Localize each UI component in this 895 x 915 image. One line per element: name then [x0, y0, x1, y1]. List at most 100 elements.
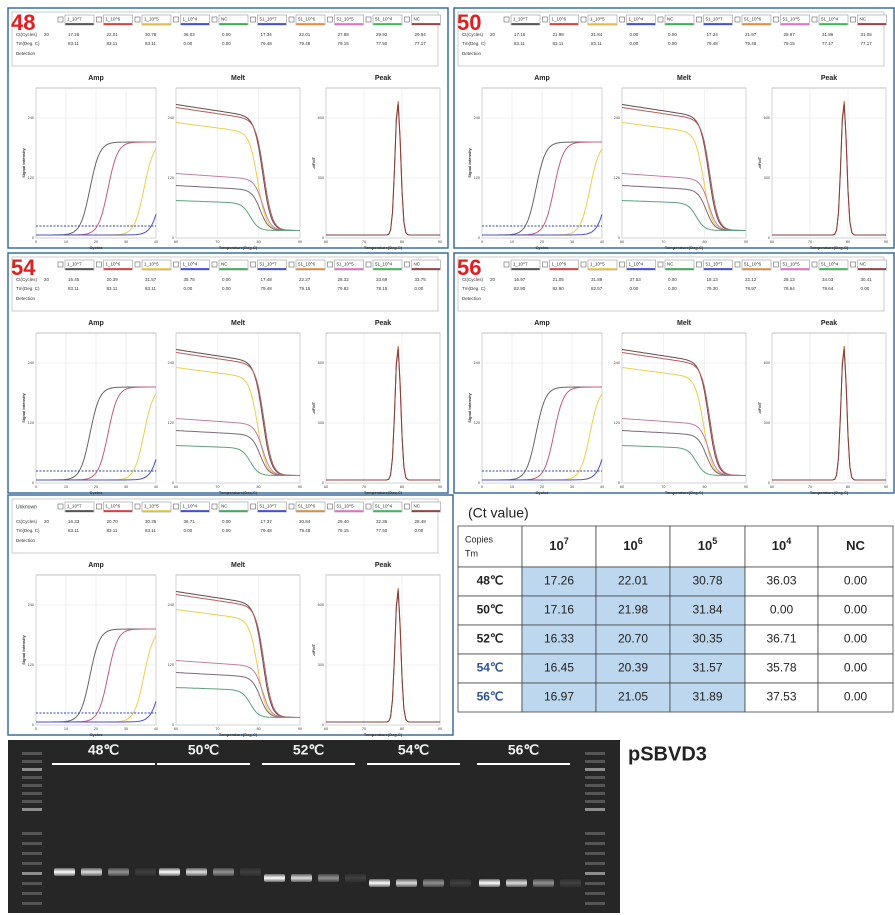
- tm-value: 82.90: [514, 286, 526, 291]
- curve: [772, 104, 886, 236]
- column-exp: 6: [638, 536, 643, 546]
- plot-title: Peak: [821, 75, 837, 82]
- x-tick-label: 70: [362, 240, 366, 244]
- plot-area: [325, 332, 441, 484]
- channel-box: [64, 501, 95, 513]
- table-cell: [457, 624, 523, 655]
- table-cell: [817, 624, 894, 655]
- x-tick-label: 20: [540, 485, 544, 489]
- channel-name: 1_10^4: [183, 17, 198, 22]
- ct-value: 22.27: [299, 277, 311, 282]
- curve: [36, 701, 157, 723]
- tm-value: 0.00: [415, 286, 424, 291]
- plot-title: Amp: [88, 562, 104, 569]
- tm-value: 0.00: [668, 286, 677, 291]
- ladder-band: [22, 800, 42, 803]
- x-tick-label: 40: [154, 240, 158, 244]
- table-cell: [669, 624, 746, 655]
- threshold: 20: [44, 519, 50, 524]
- checkbox: [288, 261, 295, 268]
- curve: [36, 459, 157, 481]
- plot-area: [325, 87, 441, 239]
- channel-box: [411, 501, 441, 513]
- curve: [772, 349, 886, 481]
- ct-value: 29.40: [338, 519, 350, 524]
- y-tick-label: 300: [764, 176, 770, 180]
- y-tick-label: 600: [764, 116, 770, 120]
- checkbox: [503, 261, 510, 268]
- checkbox: [850, 261, 856, 268]
- ct-value: 0.00: [222, 32, 231, 37]
- channel-box: [664, 14, 695, 26]
- table-cell: [457, 595, 523, 626]
- checkbox: [96, 503, 102, 510]
- ladder-band: [585, 842, 605, 845]
- temp-cell: 56℃: [477, 690, 504, 704]
- y-tick-label: 600: [318, 116, 324, 120]
- threshold: 20: [490, 277, 496, 282]
- channel-name: 51_10^7: [706, 262, 724, 267]
- checkbox: [734, 261, 741, 268]
- lane-label: 56℃: [508, 742, 540, 758]
- band: [345, 874, 366, 882]
- band: [479, 879, 500, 887]
- x-tick-label: 80: [846, 485, 850, 489]
- ct-value: 33.69: [376, 277, 388, 282]
- tm-value: 77.17: [861, 41, 873, 46]
- y-tick-label: 300: [764, 421, 770, 425]
- channel-name: 1_10^6: [552, 17, 567, 22]
- ladder-band: [22, 776, 42, 779]
- channel-name: 1_10^4: [629, 262, 644, 267]
- channel-box: [664, 259, 695, 271]
- tm-value: 82.57: [591, 286, 603, 291]
- ladder-band: [22, 842, 42, 845]
- y-tick-label: 120: [28, 663, 34, 667]
- panel-label: 50: [457, 10, 481, 35]
- channel-name: 1_10^7: [67, 17, 82, 22]
- curve: [621, 349, 746, 476]
- x-axis-label: Temperature(Deg.C): [665, 490, 704, 495]
- ladder-band: [585, 832, 605, 835]
- y-tick-label: 240: [168, 116, 174, 120]
- channel-box: [64, 259, 95, 271]
- tm-value: 0.00: [630, 41, 639, 46]
- y-tick-label: 0: [478, 481, 480, 485]
- x-tick-label: 60: [324, 240, 328, 244]
- table-caption: (Ct value): [468, 505, 529, 521]
- channel-box: [295, 14, 326, 26]
- checkbox: [657, 261, 664, 268]
- ladder-band: [585, 808, 605, 811]
- y-tick-label: 0: [322, 236, 324, 240]
- channel-name: 1_10^5: [144, 262, 159, 267]
- ct-value: 21.05: [553, 277, 565, 282]
- checkbox: [173, 16, 179, 23]
- checkbox: [404, 16, 410, 23]
- x-tick-label: 90: [438, 240, 442, 244]
- x-tick-label: 20: [94, 240, 98, 244]
- y-tick-label: 240: [28, 361, 34, 365]
- plot-area: [771, 87, 887, 239]
- curve: [175, 349, 300, 476]
- channel-box: [334, 501, 364, 513]
- panel-label: 56: [457, 255, 481, 280]
- channel-name: 51_10^6: [298, 262, 316, 267]
- y-tick-label: 120: [614, 421, 620, 425]
- channel-box: [180, 259, 210, 271]
- column-exp: 5: [712, 536, 717, 546]
- x-tick-label: 30: [124, 727, 128, 731]
- y-tick-label: 240: [28, 116, 34, 120]
- x-tick-label: 10: [64, 727, 68, 731]
- table-cell: [595, 653, 671, 684]
- column-header: 106: [623, 536, 642, 553]
- channel-name: 51_10^7: [706, 17, 724, 22]
- x-tick-label: 30: [124, 485, 128, 489]
- plot-area: [771, 332, 887, 484]
- tm-label: Tm(Deg. C): [16, 528, 40, 533]
- ct-cell: 21.05: [618, 690, 648, 704]
- tm-label: Tm(Deg. C): [16, 41, 40, 46]
- table-cell: [595, 566, 671, 597]
- tm-label: Tm(Deg. C): [16, 286, 40, 291]
- x-axis-label: Temperature(Deg.C): [219, 732, 258, 737]
- ct-value: 0.00: [222, 519, 231, 524]
- checkbox: [542, 261, 548, 268]
